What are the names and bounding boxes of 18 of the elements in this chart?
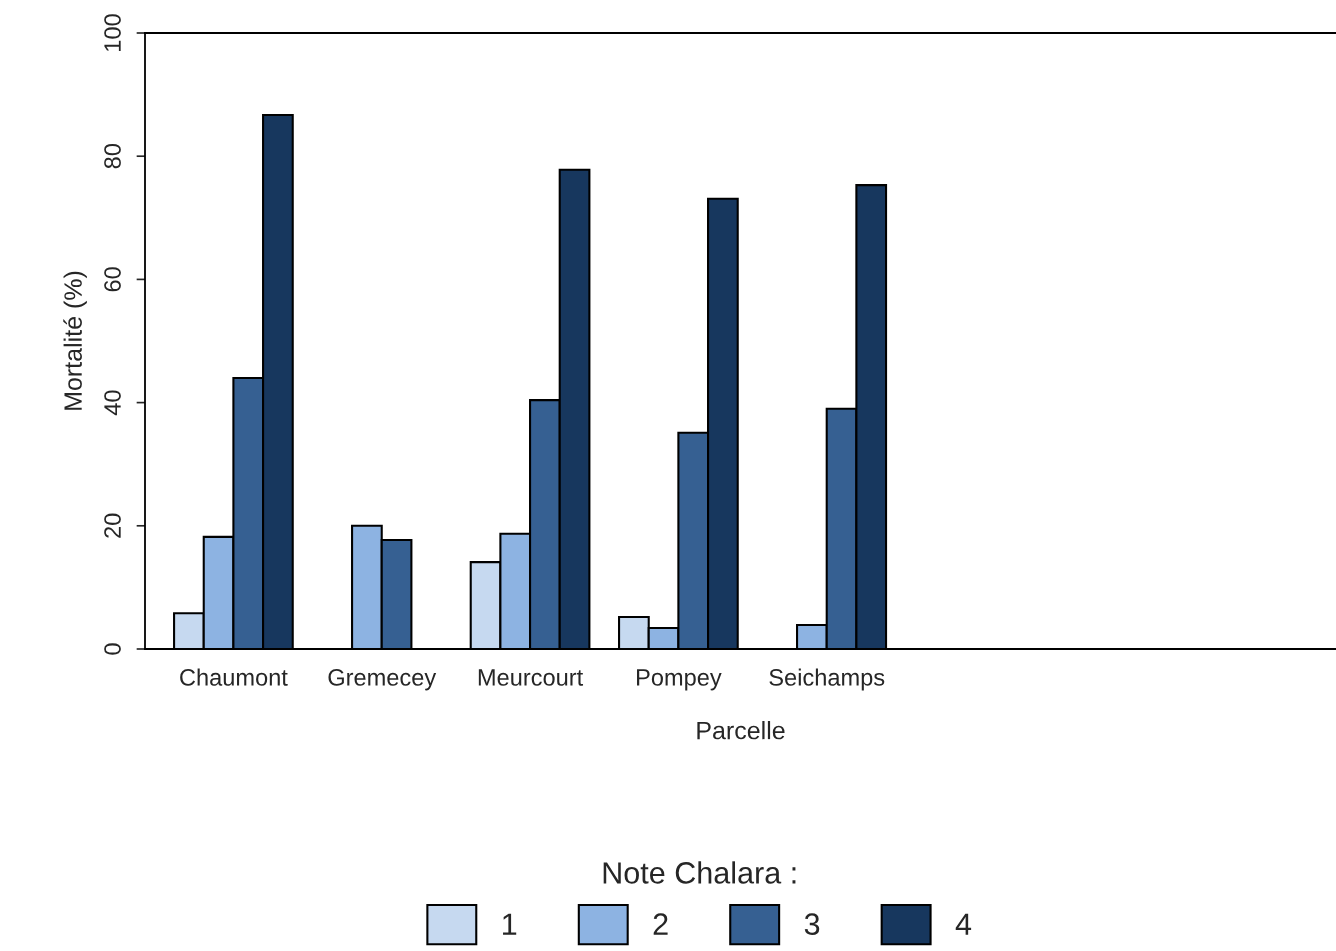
legend-label: 3 (804, 913, 820, 935)
x-tick-label: Chaumont (180, 668, 288, 686)
x-tick-label: Seichamps (769, 668, 885, 691)
y-axis-title: Mortalité (%) (63, 271, 87, 410)
x-tick-label: Meurcourt (478, 669, 584, 686)
x-axis-title: Parcelle (697, 721, 785, 740)
legend-label: 4 (955, 913, 972, 935)
x-tick-label: Pompey (637, 669, 722, 691)
y-tick-label: 0 (104, 643, 121, 655)
x-tick-label: Gremecey (328, 669, 437, 691)
y-tick-label: 100 (104, 14, 121, 51)
legend-title: Note Chalara : (603, 861, 796, 884)
y-tick-label: 20 (104, 513, 121, 538)
y-tick-label: 40 (104, 390, 121, 416)
y-tick-label: 60 (104, 267, 121, 292)
y-tick-label: 80 (104, 143, 121, 169)
legend-label: 2 (653, 913, 668, 935)
legend-label: 1 (503, 913, 517, 935)
